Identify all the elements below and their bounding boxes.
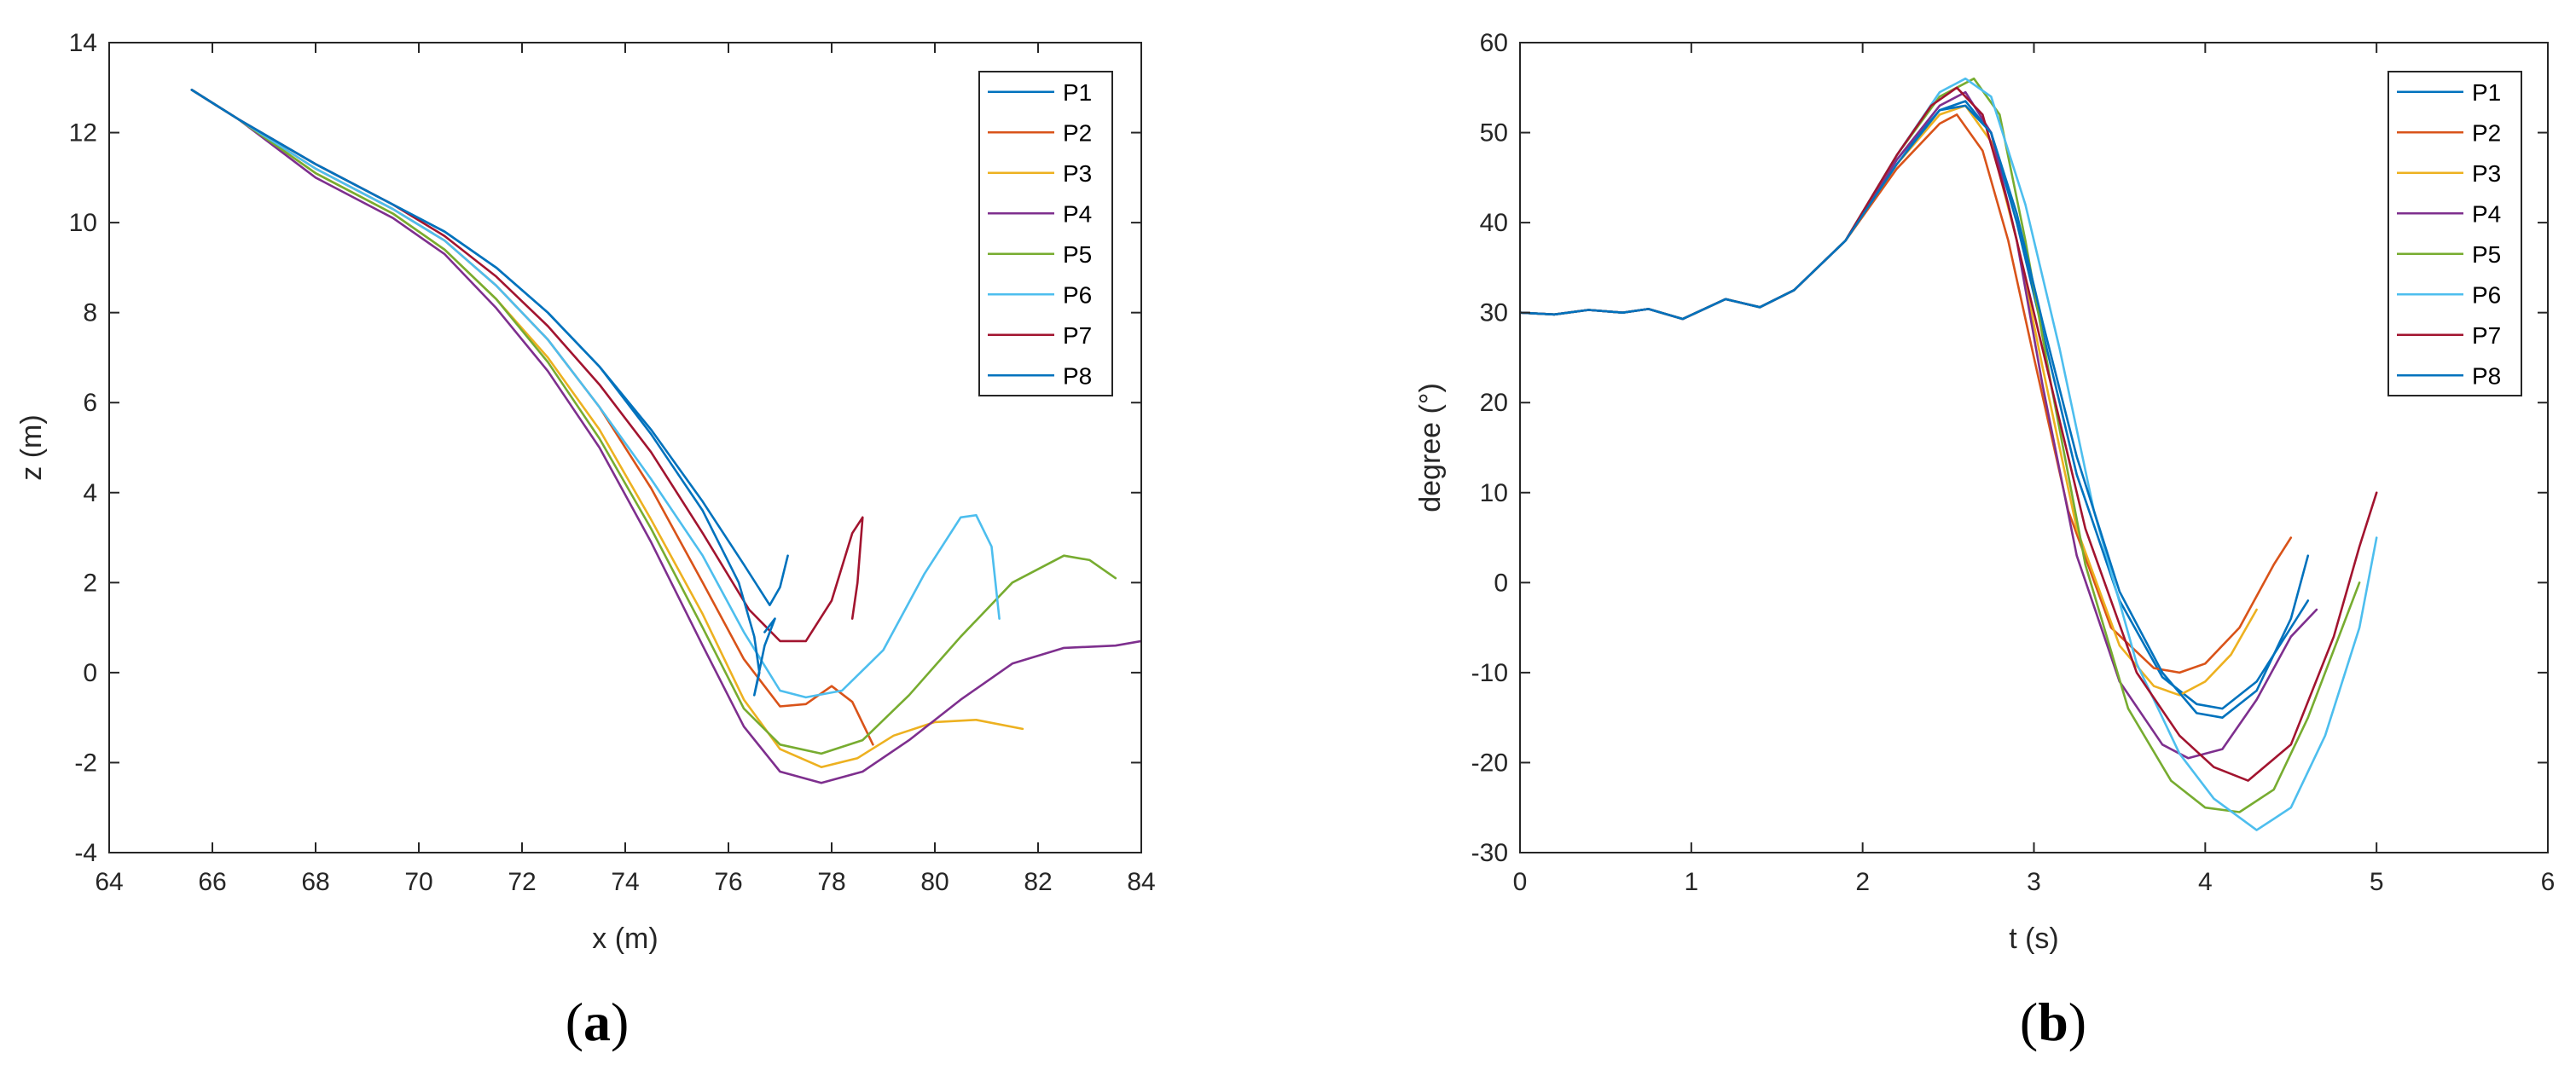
y-tick-label: 0 [1494,569,1508,597]
legend-label-p3: P3 [2472,160,2501,187]
series-line-p4 [1520,90,2318,760]
legend-box [978,71,1113,396]
y-tick-label: 6 [83,389,97,417]
y-tick-label: -10 [1471,659,1508,687]
x-tick-label: 6 [2541,868,2556,896]
y-tick-label: 60 [1480,29,1508,57]
y-tick-label: -30 [1471,839,1508,867]
legend-label-p4: P4 [1063,200,1092,227]
legend-label-p5: P5 [1063,241,1092,268]
series-line-p1 [1520,100,2310,710]
x-tick-label: 84 [1127,868,1155,896]
panel-label: (b) [2020,992,2086,1052]
x-tick-label: 66 [198,868,226,896]
y-tick-label: -2 [74,749,97,777]
y-tick-label: 14 [69,29,97,57]
y-tick-label: 40 [1480,209,1508,237]
y-tick-label: -4 [74,839,97,867]
x-tick-label: 5 [2370,868,2384,896]
y-axis-label: z (m) [15,414,48,480]
legend-label-p2: P2 [2472,119,2501,146]
series-line-p2 [1520,113,2293,674]
series-line-p5 [190,89,1117,755]
x-tick-label: 72 [508,868,536,896]
legend-label-p1: P1 [1063,79,1092,106]
y-tick-label: 30 [1480,299,1508,327]
x-tick-label: 78 [817,868,845,896]
x-tick-label: 64 [95,868,123,896]
legend-label-p8: P8 [1063,362,1092,389]
series-group [1520,77,2378,831]
series-line-p6 [1520,77,2378,831]
series-line-p7 [1520,86,2378,782]
legend-label-p6: P6 [2472,281,2501,308]
legend-label-p2: P2 [1063,119,1092,146]
y-tick-label: 10 [69,209,97,237]
x-tick-label: 4 [2198,868,2213,896]
legend-label-p4: P4 [2472,200,2501,227]
x-axis-label: x (m) [592,923,658,955]
y-tick-label: 20 [1480,389,1508,417]
series-line-p7 [190,89,864,643]
legend-label-p1: P1 [2472,79,2501,106]
x-tick-label: 74 [611,868,639,896]
x-tick-label: 3 [2027,868,2041,896]
series-line-p5 [1520,77,2361,813]
x-tick-label: 68 [301,868,329,896]
series-line-p8 [1520,104,2310,719]
x-tick-label: 82 [1024,868,1052,896]
series-line-p2 [190,89,874,746]
legend-label-p8: P8 [2472,362,2501,389]
series-line-p8 [190,89,776,697]
y-tick-label: 50 [1480,119,1508,148]
panel-label: (a) [566,992,629,1052]
x-tick-label: 0 [1513,868,1528,896]
legend: P1 P2 P3 P4 P5 P6 P7 P8 [2387,71,2522,396]
y-tick-label: -20 [1471,749,1508,777]
x-axis-label: t (s) [2009,923,2059,955]
x-tick-label: 1 [1684,868,1698,896]
chart-panel-b: 0 1 2 3 4 5 6 -30 -20 -10 0 10 20 30 40 50 60 t (s) degree… [1414,29,2555,1052]
y-tick-label: 12 [69,119,97,148]
x-tick-label: 76 [714,868,742,896]
legend-label-p7: P7 [1063,322,1092,349]
legend-box [2387,71,2522,396]
y-tick-label: 2 [83,569,97,597]
series-line-p6 [190,89,1001,699]
legend-label-p7: P7 [2472,322,2501,349]
series-group [190,89,1141,784]
series-line-p3 [190,89,1024,768]
legend-label-p5: P5 [2472,241,2501,268]
x-tick-label: 2 [1855,868,1870,896]
x-tick-label: 80 [920,868,949,896]
legend: P1 P2 P3 P4 P5 P6 P7 P8 [978,71,1113,396]
y-tick-label: 8 [83,299,97,327]
x-tick-label: 70 [404,868,432,896]
series-line-p4 [190,89,1141,784]
y-axis-label: degree (°) [1414,383,1447,512]
legend-label-p3: P3 [1063,160,1092,187]
series-line-p3 [1520,104,2258,697]
y-tick-label: 10 [1480,479,1508,507]
y-tick-label: 4 [83,479,97,507]
y-tick-label: 0 [83,659,97,687]
legend-label-p6: P6 [1063,281,1092,308]
